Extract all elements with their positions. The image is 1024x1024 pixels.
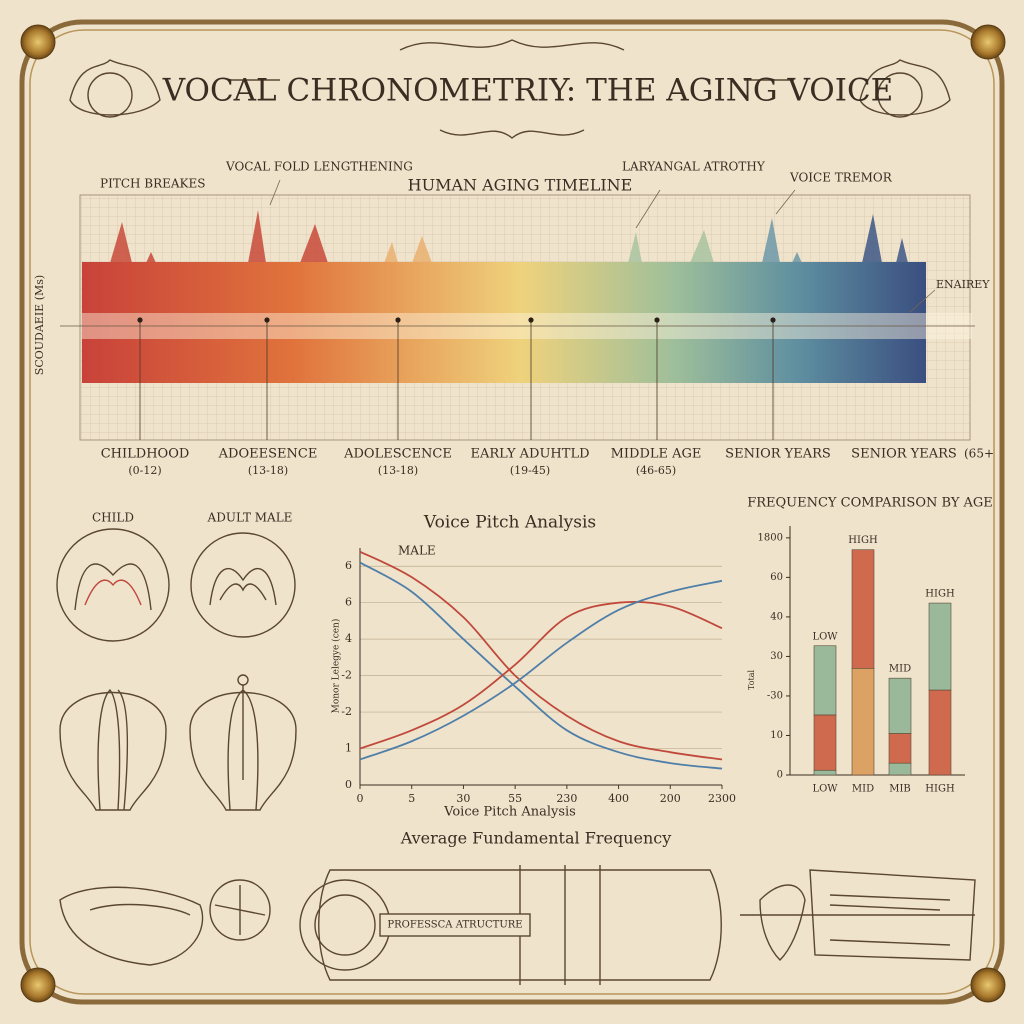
stage-name: ADOLESCENCE	[343, 447, 452, 462]
y-tick-label: 10	[770, 730, 783, 741]
stage-dot	[395, 317, 401, 323]
stage-range: (0-12)	[128, 464, 161, 477]
x-tick-label: HIGH	[925, 784, 955, 795]
stage-dot	[137, 317, 143, 323]
stage-name: ADOEESENCE	[218, 447, 318, 462]
y-axis-label: Total	[747, 670, 756, 691]
stage-range: (19-45)	[510, 464, 550, 477]
stage-range: (65+	[964, 447, 994, 461]
y-tick-label: 1	[345, 742, 352, 755]
x-tick-label: 30	[456, 792, 470, 805]
stage-range: (46-65)	[636, 464, 676, 477]
x-tick-label: 5	[408, 792, 415, 805]
y-tick-label: 4	[345, 632, 352, 645]
y-tick-label: 6	[345, 596, 352, 609]
chart-title: Voice Pitch Analysis	[423, 513, 596, 533]
bar-segment	[851, 667, 875, 776]
x-tick-label: 400	[608, 792, 629, 805]
chart-title: FREQUENCY COMPARISON BY AGE	[747, 496, 993, 511]
bar-segment	[888, 762, 912, 776]
stage-dot	[264, 317, 270, 323]
x-tick-label: 55	[508, 792, 522, 805]
bar-segment	[928, 689, 952, 776]
y-tick-label: 0	[345, 778, 352, 791]
x-tick-label: MID	[852, 784, 874, 795]
x-tick-label: 2300	[708, 792, 736, 805]
illustration-label: ADULT MALE	[207, 511, 293, 525]
bar-segment	[928, 602, 952, 691]
annotation: PITCH BREAKES	[100, 177, 206, 191]
x-tick-label: 0	[357, 792, 364, 805]
y-tick-label: 0	[777, 770, 783, 781]
series-label: MALE	[398, 544, 436, 558]
header-ornament	[230, 39, 794, 139]
banner-label: PROFESSCA ATRUCTURE	[387, 920, 522, 931]
bar-label: HIGH	[848, 535, 878, 546]
y-tick-label: 60	[770, 572, 783, 583]
series-line	[359, 550, 723, 761]
pitch-peaks	[110, 210, 908, 263]
y-tick-label: -30	[767, 690, 783, 701]
fold-illustrations: CHILD ADULT MALE	[56, 511, 297, 811]
stage-dot	[654, 317, 660, 323]
bar-segment	[813, 769, 837, 776]
annotation-leaders	[269, 179, 936, 313]
stage-name: SENIOR YEARS	[725, 447, 831, 462]
y-tick-label: -2	[341, 669, 352, 682]
x-tick-label: 200	[660, 792, 681, 805]
annotation: VOCAL FOLD LENGTHENING	[225, 160, 413, 174]
stage-dot	[528, 317, 534, 323]
y-tick-label: 30	[770, 651, 783, 662]
annotation: LARYANGAL ATROTHY	[622, 160, 766, 174]
stage-dot	[770, 317, 776, 323]
y-tick-label: 6	[345, 559, 352, 572]
y-tick-label: 40	[770, 611, 783, 622]
bar-segment	[813, 714, 837, 771]
series-line	[359, 579, 723, 761]
annotation: VOICE TREMOR	[789, 171, 893, 185]
timeline-right-label: ENAIREY	[936, 278, 990, 291]
stage-name: SENIOR YEARS	[851, 447, 957, 462]
y-axis-label: Monor Lelegye (cen)	[331, 619, 342, 714]
bar-label: MID	[889, 664, 911, 675]
stage-name: CHILDHOOD	[101, 447, 190, 462]
x-tick-label: MIB	[889, 784, 911, 795]
bar-segment	[888, 677, 912, 734]
corner-studs	[20, 24, 1006, 1003]
stage-name: MIDDLE AGE	[611, 447, 702, 462]
frame	[19, 19, 1005, 1005]
stage-range: (13-18)	[248, 464, 288, 477]
y-tick-label: 1800	[758, 532, 783, 543]
stage-name: EARLY ADUHTLD	[470, 447, 589, 462]
chart-caption: Average Fundamental Frequency	[400, 829, 672, 848]
series-line	[359, 561, 723, 770]
x-tick-label: LOW	[812, 784, 838, 795]
illustration-label: CHILD	[92, 511, 134, 525]
bar-segment	[813, 645, 837, 716]
page-title: VOCAL CHRONOMETRIY: THE AGING VOICE	[162, 73, 894, 109]
x-axis-label: Voice Pitch Analysis	[443, 805, 576, 820]
timeline-title: HUMAN AGING TIMELINE	[408, 176, 633, 195]
bottom-illustrations: PROFESSCA ATRUCTURE	[59, 865, 976, 985]
age-band	[82, 262, 926, 383]
bar-label: HIGH	[925, 589, 955, 600]
bar-label: LOW	[812, 631, 838, 642]
timeline: PITCH BREAKES VOCAL FOLD LENGTHENING LAR…	[33, 160, 994, 478]
stage-range: (13-18)	[378, 464, 418, 477]
x-tick-label: 230	[556, 792, 577, 805]
series-line	[359, 600, 723, 750]
y-tick-label: -2	[341, 705, 352, 718]
timeline-axis-label: SCOUDAEIE (Ms)	[33, 275, 46, 375]
bar-segment	[888, 733, 912, 764]
frame-inner	[29, 29, 995, 995]
corner-ornaments	[69, 59, 951, 118]
bar-segment	[851, 549, 875, 669]
